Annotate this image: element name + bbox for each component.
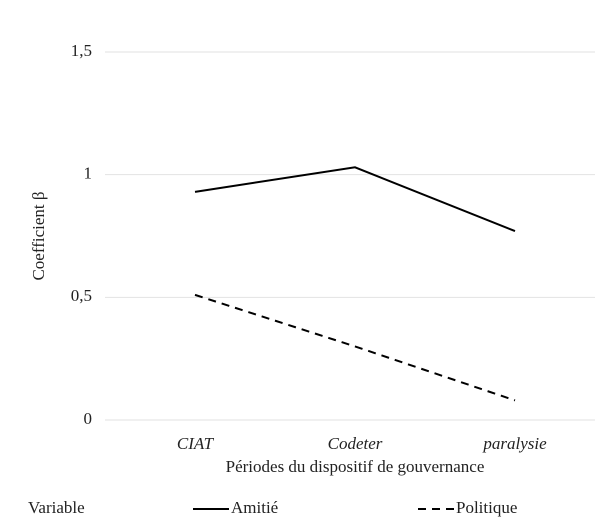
series-line bbox=[194, 166, 516, 233]
y-tick-label: 0 bbox=[84, 409, 93, 428]
legend-label: Amitié bbox=[231, 498, 278, 517]
legend-title: Variable bbox=[28, 498, 85, 517]
x-tick-label: paralysie bbox=[482, 434, 547, 453]
y-tick-label: 1 bbox=[84, 164, 93, 183]
series-line bbox=[194, 293, 516, 402]
legend-label: Politique bbox=[456, 498, 517, 517]
y-axis-label: Coefficient β bbox=[29, 191, 48, 280]
x-tick-label: CIAT bbox=[177, 434, 215, 453]
x-tick-label: Codeter bbox=[328, 434, 383, 453]
y-tick-label: 1,5 bbox=[71, 41, 92, 60]
x-axis-label: Périodes du dispositif de gouvernance bbox=[226, 457, 485, 476]
y-tick-label: 0,5 bbox=[71, 286, 92, 305]
